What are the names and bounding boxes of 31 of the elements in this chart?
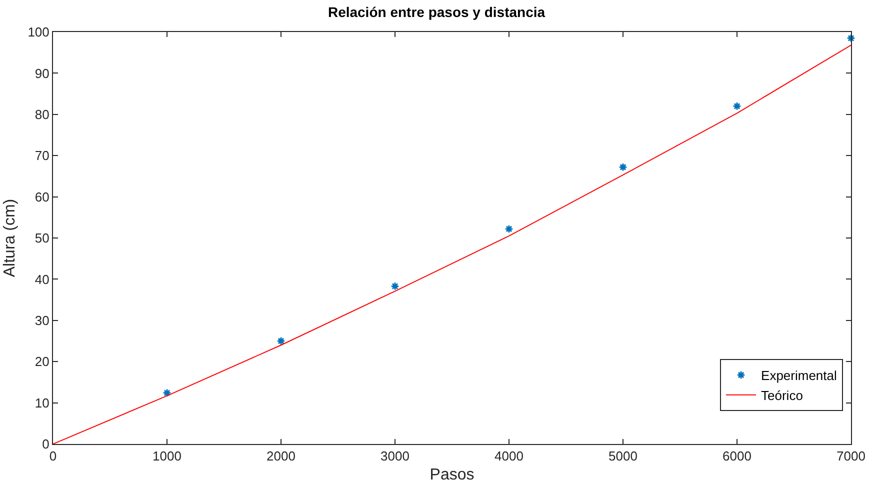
x-tick-label: 5000 xyxy=(608,448,638,464)
x-tick-label: 1000 xyxy=(152,448,182,464)
y-tick-label: 10 xyxy=(34,395,50,410)
y-axis-title: Altura (cm) xyxy=(2,198,19,278)
y-tick-label: 50 xyxy=(34,230,50,246)
x-tick-label: 7000 xyxy=(836,448,866,464)
chart-title: Relación entre pasos y distancia xyxy=(328,4,546,20)
x-tick-label: 4000 xyxy=(494,448,524,464)
point xyxy=(162,388,172,398)
point xyxy=(390,282,400,291)
y-tick-label: 30 xyxy=(34,312,50,328)
y-tick-label: 80 xyxy=(34,106,50,122)
x-tick-label: 2000 xyxy=(266,448,296,464)
line-series xyxy=(53,44,851,444)
x-axis-title: Pasos xyxy=(430,466,474,484)
point xyxy=(504,224,514,234)
y-tick-label: 40 xyxy=(34,272,50,287)
y-tick-label: 60 xyxy=(34,189,50,204)
point xyxy=(732,102,742,111)
y-tick-label: 70 xyxy=(34,148,50,164)
y-tick-label: 20 xyxy=(34,354,50,370)
x-tick-label: 6000 xyxy=(722,448,752,464)
y-tick-label: 100 xyxy=(28,24,50,40)
point xyxy=(846,34,856,43)
y-tick-label: 0 xyxy=(42,436,50,452)
x-tick-label: 3000 xyxy=(380,448,410,464)
legend-label: Experimental xyxy=(761,368,837,384)
point xyxy=(618,162,628,172)
point xyxy=(276,336,286,346)
legend-label: Teórico xyxy=(761,388,803,403)
y-tick-label: 90 xyxy=(34,66,50,81)
